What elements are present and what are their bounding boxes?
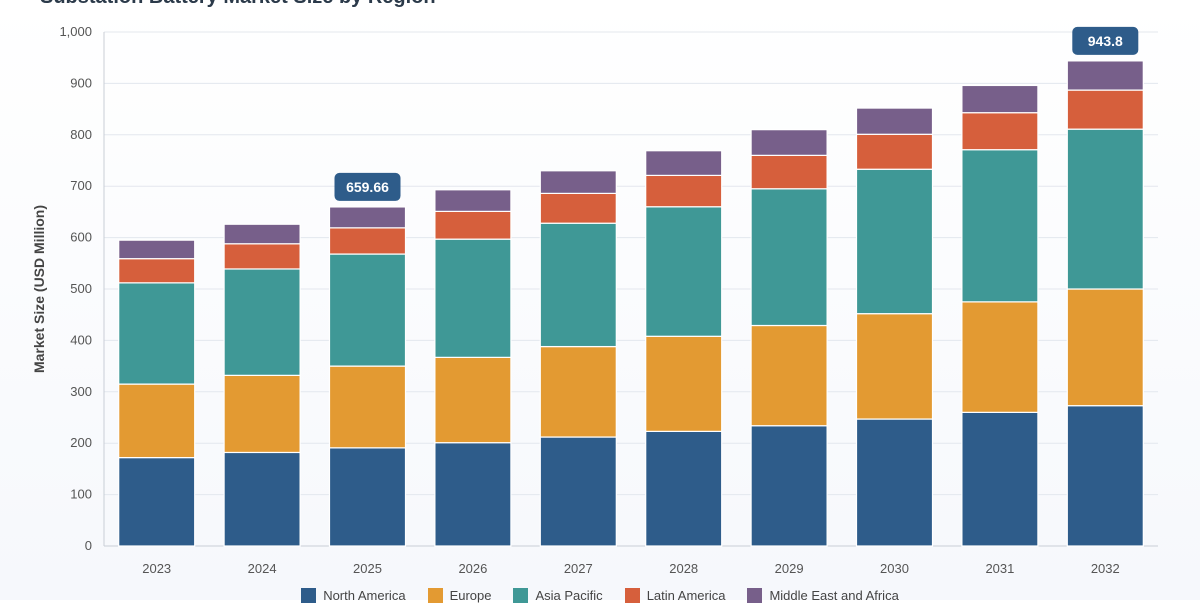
legend-label: Middle East and Africa xyxy=(769,588,899,603)
y-axis-title: Market Size (USD Million) xyxy=(31,205,47,373)
legend-label: North America xyxy=(323,588,406,603)
y-tick-label: 600 xyxy=(70,230,92,245)
bar-segment-asia-pacific xyxy=(328,253,407,367)
bar-segment-asia-pacific xyxy=(750,188,828,327)
legend-item: North America xyxy=(301,588,406,603)
y-tick-label: 700 xyxy=(70,178,92,193)
bar-segment-latin-america xyxy=(750,154,828,190)
bar-segment-middle-east-and-africa xyxy=(223,223,301,245)
bar-segment-asia-pacific xyxy=(1066,128,1144,290)
bar-segment-middle-east-and-africa xyxy=(855,107,934,135)
legend-item: Middle East and Africa xyxy=(747,588,899,603)
legend-item: Latin America xyxy=(624,588,726,603)
x-tick-label: 2026 xyxy=(458,561,487,576)
bar-segment-latin-america xyxy=(223,243,301,270)
legend-swatch xyxy=(747,588,763,603)
bar-segment-europe xyxy=(750,324,828,427)
legend-item: Europe xyxy=(427,588,492,603)
legend-swatch xyxy=(513,588,529,603)
value-callout-box xyxy=(334,172,401,201)
bar-segment-north-america xyxy=(328,447,407,547)
bar-segment-latin-america xyxy=(1066,89,1144,130)
legend-label: Latin America xyxy=(646,588,726,603)
legend-label: Europe xyxy=(449,588,492,603)
bar-segment-north-america xyxy=(750,425,828,547)
y-tick-label: 100 xyxy=(70,487,92,502)
x-tick-label: 2028 xyxy=(669,561,698,576)
bar-segment-asia-pacific xyxy=(855,168,934,315)
value-callout-box xyxy=(1072,26,1139,55)
bar-segment-asia-pacific xyxy=(539,222,617,348)
bar-segment-europe xyxy=(118,383,196,459)
bar-segment-europe xyxy=(645,335,723,432)
y-tick-label: 300 xyxy=(70,384,92,399)
bar-segment-north-america xyxy=(434,442,512,547)
x-tick-label: 2031 xyxy=(985,561,1014,576)
bar-segment-europe xyxy=(855,313,934,420)
x-tick-label: 2024 xyxy=(248,561,277,576)
bar-segment-asia-pacific xyxy=(118,282,196,385)
bar-segment-europe xyxy=(223,374,301,454)
bar-segment-middle-east-and-africa xyxy=(1066,60,1144,91)
bar-segment-asia-pacific xyxy=(434,238,512,358)
bar-segment-latin-america xyxy=(118,258,196,284)
bar-segment-north-america xyxy=(961,411,1039,547)
bar-segment-north-america xyxy=(223,451,301,547)
bar-segment-middle-east-and-africa xyxy=(539,170,617,194)
bar-segment-europe xyxy=(434,356,512,444)
value-callout-label: 659.66 xyxy=(346,179,389,195)
legend-item: Asia Pacific xyxy=(513,588,603,603)
bar-segment-north-america xyxy=(539,436,617,547)
y-tick-label: 500 xyxy=(70,281,92,296)
y-tick-label: 200 xyxy=(70,435,92,450)
bar-segment-latin-america xyxy=(855,133,934,170)
bar-segment-middle-east-and-africa xyxy=(961,84,1039,114)
bar-segment-middle-east-and-africa xyxy=(645,150,723,177)
bar-segment-asia-pacific xyxy=(645,206,723,337)
bar-segment-north-america xyxy=(118,456,196,547)
x-tick-label: 2025 xyxy=(353,561,382,576)
value-callout-label: 943.8 xyxy=(1088,33,1123,49)
bar-segment-middle-east-and-africa xyxy=(328,206,407,229)
bar-segment-europe xyxy=(961,301,1039,413)
y-tick-label: 0 xyxy=(85,538,92,553)
bar-segment-middle-east-and-africa xyxy=(118,239,196,260)
bar-segment-asia-pacific xyxy=(223,268,301,376)
legend-label: Asia Pacific xyxy=(535,588,603,603)
bar-segment-europe xyxy=(328,365,407,449)
legend-swatch xyxy=(301,588,317,603)
bar-segment-latin-america xyxy=(434,210,512,240)
x-tick-label: 2032 xyxy=(1091,561,1120,576)
bar-segment-north-america xyxy=(645,430,723,547)
bar-segment-middle-east-and-africa xyxy=(750,129,828,156)
bar-segment-latin-america xyxy=(328,227,407,255)
legend-swatch xyxy=(624,588,640,603)
x-tick-label: 2030 xyxy=(880,561,909,576)
chart-title: Substation Battery Market Size by Region xyxy=(40,0,436,9)
bar-segment-asia-pacific xyxy=(961,149,1039,303)
bar-segment-europe xyxy=(539,345,617,438)
bar-segment-latin-america xyxy=(539,192,617,224)
y-tick-label: 900 xyxy=(70,75,92,90)
bar-segment-europe xyxy=(1066,288,1144,407)
bar-segment-latin-america xyxy=(645,174,723,208)
x-tick-label: 2023 xyxy=(142,561,171,576)
bar-segment-middle-east-and-africa xyxy=(434,189,512,212)
chart-legend: North America Europe Asia Pacific Latin Ame… xyxy=(0,588,1200,603)
x-tick-label: 2029 xyxy=(775,561,804,576)
y-tick-label: 800 xyxy=(70,127,92,142)
bar-segment-latin-america xyxy=(961,112,1039,151)
legend-swatch xyxy=(427,588,443,603)
x-tick-label: 2027 xyxy=(564,561,593,576)
bar-segment-north-america xyxy=(1066,405,1144,547)
bar-segment-north-america xyxy=(855,418,934,547)
y-tick-label: 1,000 xyxy=(59,24,92,39)
y-tick-label: 400 xyxy=(70,332,92,347)
